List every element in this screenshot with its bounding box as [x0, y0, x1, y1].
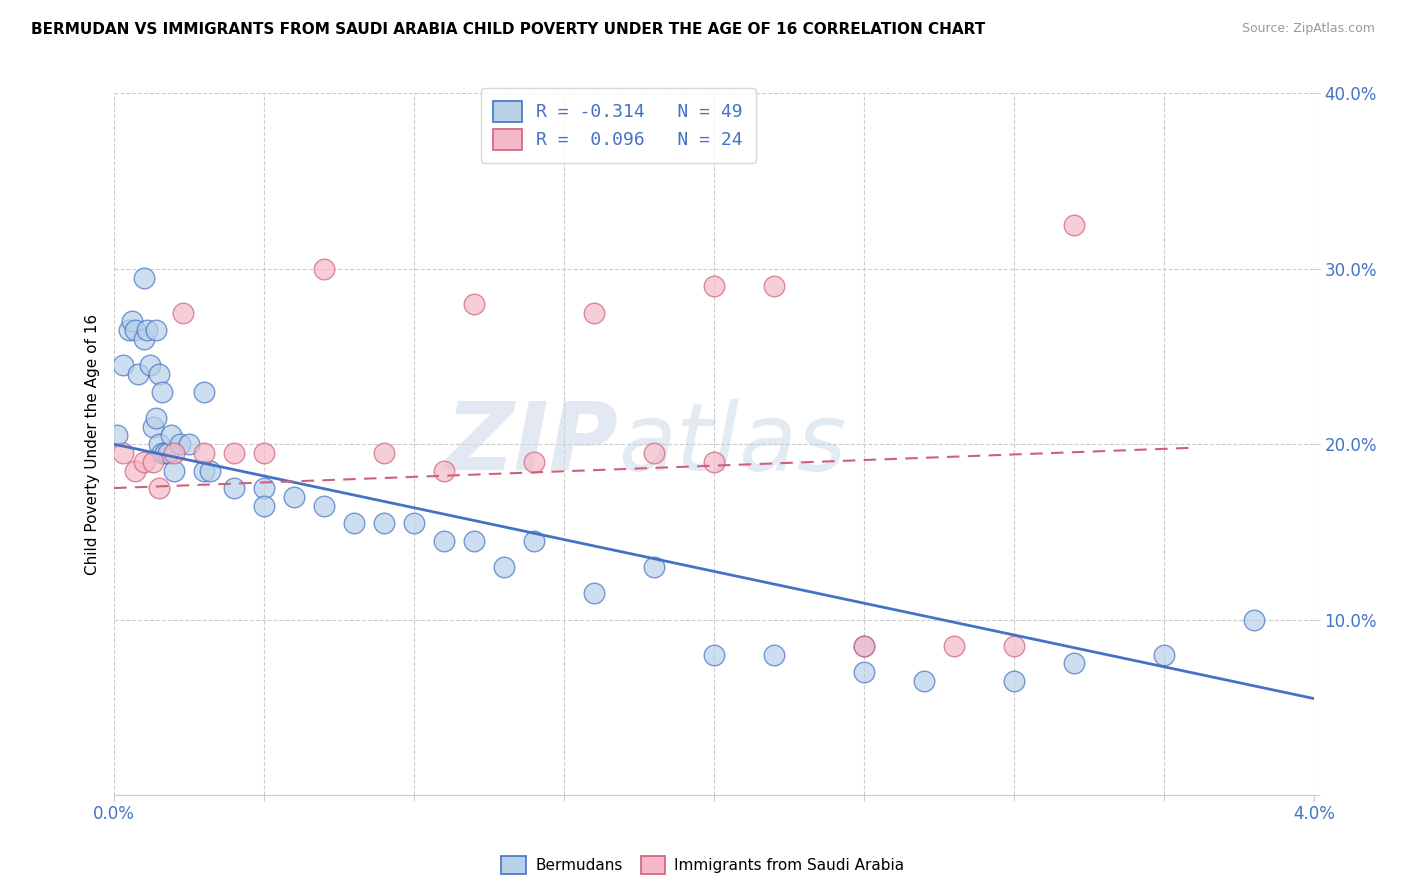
Point: [703, 455, 725, 469]
Point: [463, 533, 485, 548]
Point: [142, 455, 165, 469]
Point: [494, 560, 516, 574]
Point: [314, 499, 336, 513]
Point: [148, 481, 170, 495]
Point: [134, 332, 156, 346]
Point: [433, 463, 456, 477]
Point: [1243, 613, 1265, 627]
Point: [121, 314, 143, 328]
Point: [134, 455, 156, 469]
Point: [124, 323, 146, 337]
Legend: Bermudans, Immigrants from Saudi Arabia: Bermudans, Immigrants from Saudi Arabia: [495, 850, 911, 880]
Point: [179, 437, 201, 451]
Point: [105, 428, 128, 442]
Point: [145, 410, 167, 425]
Point: [145, 323, 167, 337]
Point: [142, 419, 165, 434]
Point: [150, 446, 173, 460]
Point: [157, 446, 180, 460]
Point: [523, 533, 546, 548]
Point: [193, 463, 215, 477]
Point: [404, 516, 426, 530]
Point: [1063, 218, 1085, 232]
Point: [118, 323, 141, 337]
Point: [703, 648, 725, 662]
Point: [314, 261, 336, 276]
Point: [193, 384, 215, 399]
Point: [124, 463, 146, 477]
Point: [643, 560, 665, 574]
Point: [583, 305, 606, 319]
Point: [943, 639, 966, 653]
Point: [150, 384, 173, 399]
Point: [1002, 639, 1025, 653]
Text: Source: ZipAtlas.com: Source: ZipAtlas.com: [1241, 22, 1375, 36]
Point: [127, 367, 149, 381]
Point: [253, 499, 276, 513]
Point: [912, 673, 935, 688]
Text: ZIP: ZIP: [446, 398, 619, 491]
Point: [853, 639, 876, 653]
Point: [153, 446, 176, 460]
Point: [160, 428, 183, 442]
Point: [163, 446, 186, 460]
Point: [763, 279, 786, 293]
Point: [224, 446, 246, 460]
Legend: R = -0.314   N = 49, R =  0.096   N = 24: R = -0.314 N = 49, R = 0.096 N = 24: [481, 88, 756, 162]
Point: [224, 481, 246, 495]
Point: [703, 279, 725, 293]
Point: [463, 297, 485, 311]
Point: [583, 586, 606, 600]
Point: [112, 446, 135, 460]
Point: [172, 305, 194, 319]
Point: [139, 358, 162, 372]
Point: [343, 516, 366, 530]
Point: [198, 463, 221, 477]
Point: [763, 648, 786, 662]
Point: [643, 446, 665, 460]
Text: BERMUDAN VS IMMIGRANTS FROM SAUDI ARABIA CHILD POVERTY UNDER THE AGE OF 16 CORRE: BERMUDAN VS IMMIGRANTS FROM SAUDI ARABIA…: [31, 22, 986, 37]
Point: [523, 455, 546, 469]
Text: atlas: atlas: [619, 399, 846, 490]
Point: [373, 446, 395, 460]
Point: [1002, 673, 1025, 688]
Point: [134, 270, 156, 285]
Point: [253, 446, 276, 460]
Point: [373, 516, 395, 530]
Point: [163, 463, 186, 477]
Point: [112, 358, 135, 372]
Point: [853, 665, 876, 680]
Point: [853, 639, 876, 653]
Point: [148, 367, 170, 381]
Point: [1063, 657, 1085, 671]
Point: [148, 437, 170, 451]
Point: [253, 481, 276, 495]
Point: [193, 446, 215, 460]
Point: [433, 533, 456, 548]
Point: [169, 437, 191, 451]
Point: [283, 490, 305, 504]
Point: [1153, 648, 1175, 662]
Y-axis label: Child Poverty Under the Age of 16: Child Poverty Under the Age of 16: [86, 314, 100, 574]
Point: [136, 323, 159, 337]
